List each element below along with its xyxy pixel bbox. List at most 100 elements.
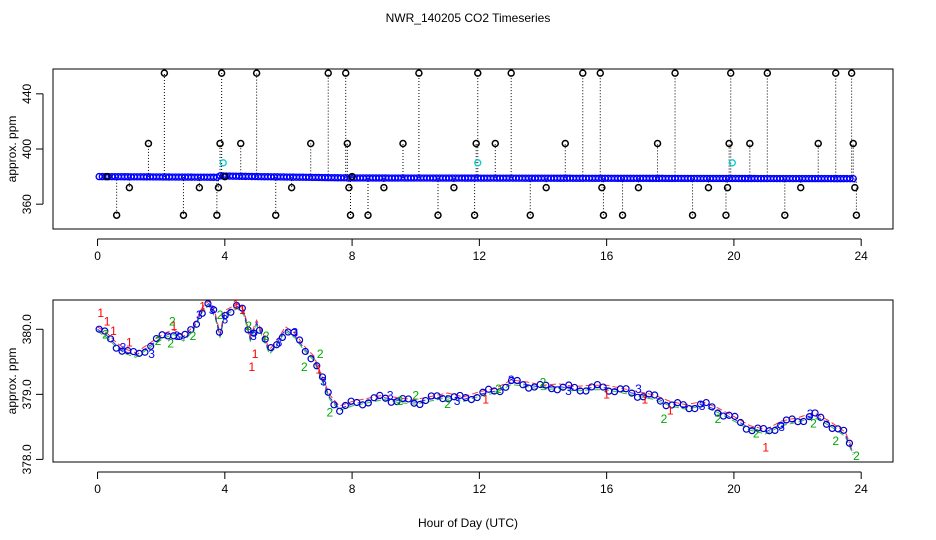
bottom-point-32 bbox=[278, 333, 287, 342]
bottom-point-57 bbox=[421, 396, 430, 405]
bottom-label-48: 3 bbox=[387, 389, 394, 403]
bottom-point-27 bbox=[250, 329, 258, 337]
top-data-marks bbox=[95, 69, 861, 219]
bottom-label-0: 1 bbox=[97, 306, 104, 320]
bottom-label-10: 1 bbox=[315, 363, 322, 377]
bottom-label-39: 3 bbox=[148, 347, 155, 361]
bottom-point-47 bbox=[364, 399, 372, 407]
bottom-point-108 bbox=[714, 409, 722, 417]
flagged-point-26 bbox=[415, 69, 423, 77]
x-tick-label-0-3: 12 bbox=[473, 249, 487, 263]
bottom-point-90 bbox=[610, 388, 619, 396]
y-tick-label-1-1: 379.0 bbox=[20, 379, 34, 409]
flagged-point-25 bbox=[399, 139, 407, 148]
bottom-point-74 bbox=[519, 381, 527, 389]
x-tick-label-0-5: 20 bbox=[727, 249, 741, 263]
bottom-point-42 bbox=[336, 407, 344, 415]
bottom-point-93 bbox=[628, 389, 636, 397]
bottom-point-40 bbox=[324, 388, 332, 396]
flagged-point-36 bbox=[561, 139, 570, 148]
flagged-point-12 bbox=[236, 139, 245, 148]
bottom-label-17: 2 bbox=[155, 334, 162, 348]
bottom-point-83 bbox=[570, 383, 579, 392]
flagged-point-46 bbox=[704, 183, 713, 192]
bottom-point-71 bbox=[502, 383, 510, 391]
bottom-point-104 bbox=[691, 405, 699, 413]
bottom-point-3 bbox=[112, 344, 120, 352]
y-tick-label-0-2: 440 bbox=[20, 83, 34, 103]
flask-point-2 bbox=[728, 159, 736, 167]
bottom-label-7: 1 bbox=[239, 303, 246, 317]
bottom-label-1: 1 bbox=[104, 314, 111, 328]
bottom-point-127 bbox=[822, 420, 831, 428]
x-tick-label-1-4: 16 bbox=[600, 482, 614, 496]
bottom-point-111 bbox=[731, 412, 739, 420]
bottom-label-49: 3 bbox=[454, 394, 461, 408]
bottom-label-52: 3 bbox=[635, 382, 642, 396]
flagged-point-20 bbox=[345, 183, 353, 192]
flagged-point-48 bbox=[723, 183, 732, 192]
flagged-point-13 bbox=[252, 69, 261, 77]
bottom-point-48 bbox=[370, 394, 378, 402]
bottom-label-14: 1 bbox=[667, 404, 674, 418]
x-tick-label-0-2: 8 bbox=[349, 249, 356, 263]
bottom-point-107 bbox=[708, 403, 716, 411]
bottom-point-112 bbox=[736, 418, 745, 427]
bottom-point-86 bbox=[588, 383, 596, 391]
flagged-point-41 bbox=[618, 211, 627, 219]
bottom-label-6: 1 bbox=[233, 298, 240, 312]
flagged-point-3 bbox=[144, 139, 153, 148]
x-tick-label-1-5: 20 bbox=[727, 482, 741, 496]
bottom-label-41: 3 bbox=[196, 308, 203, 322]
flagged-point-34 bbox=[526, 211, 535, 219]
bottom-point-37 bbox=[307, 355, 315, 363]
flagged-point-59 bbox=[851, 183, 859, 192]
bottom-label-8: 1 bbox=[249, 360, 256, 374]
top-axes: 0 4 8 12 16 20 24 360 400 440 bbox=[20, 83, 868, 263]
flagged-point-2 bbox=[125, 183, 134, 192]
bottom-point-17 bbox=[192, 320, 201, 328]
flagged-point-37 bbox=[579, 69, 587, 77]
bottom-point-95 bbox=[639, 393, 647, 401]
bottom-label-25: 2 bbox=[317, 347, 324, 361]
bottom-point-98 bbox=[656, 397, 665, 405]
flagged-point-30 bbox=[472, 139, 480, 148]
bottom-label-36: 2 bbox=[832, 434, 839, 448]
flagged-point-55 bbox=[814, 139, 822, 148]
x-axis-label: Hour of Day (UTC) bbox=[418, 516, 518, 530]
flagged-point-52 bbox=[763, 69, 772, 77]
flagged-point-18 bbox=[341, 69, 350, 77]
bottom-point-38 bbox=[313, 362, 321, 370]
flagged-point-17 bbox=[324, 69, 332, 77]
top-plot-frame bbox=[52, 68, 894, 230]
bottom-label-15: 1 bbox=[762, 441, 769, 455]
bottom-point-102 bbox=[679, 401, 687, 409]
bottom-label-40: 3 bbox=[174, 329, 181, 343]
bottom-point-29 bbox=[261, 335, 269, 343]
bottom-point-66 bbox=[473, 393, 481, 402]
bottom-label-28: 2 bbox=[412, 389, 419, 403]
bottom-point-36 bbox=[301, 347, 309, 356]
bottom-point-124 bbox=[805, 413, 813, 421]
flagged-point-6 bbox=[195, 183, 204, 192]
bottom-label-13: 1 bbox=[641, 393, 648, 407]
bottom-point-119 bbox=[777, 421, 785, 429]
bottom-label-53: 3 bbox=[699, 399, 706, 413]
bottom-label-51: 3 bbox=[565, 384, 572, 398]
flagged-point-29 bbox=[470, 211, 479, 219]
bottom-label-42: 3 bbox=[209, 303, 216, 317]
bottom-point-73 bbox=[513, 376, 521, 385]
x-tick-label-1-2: 8 bbox=[349, 482, 356, 496]
flagged-point-15 bbox=[287, 183, 296, 192]
flagged-point-39 bbox=[598, 183, 606, 192]
bottom-point-31 bbox=[273, 341, 281, 349]
bottom-point-131 bbox=[845, 439, 854, 447]
bottom-label-35: 2 bbox=[810, 417, 817, 431]
x-tick-label-0-0: 0 bbox=[94, 249, 101, 263]
bottom-label-22: 2 bbox=[245, 319, 252, 333]
bottom-plot-frame bbox=[52, 299, 894, 463]
